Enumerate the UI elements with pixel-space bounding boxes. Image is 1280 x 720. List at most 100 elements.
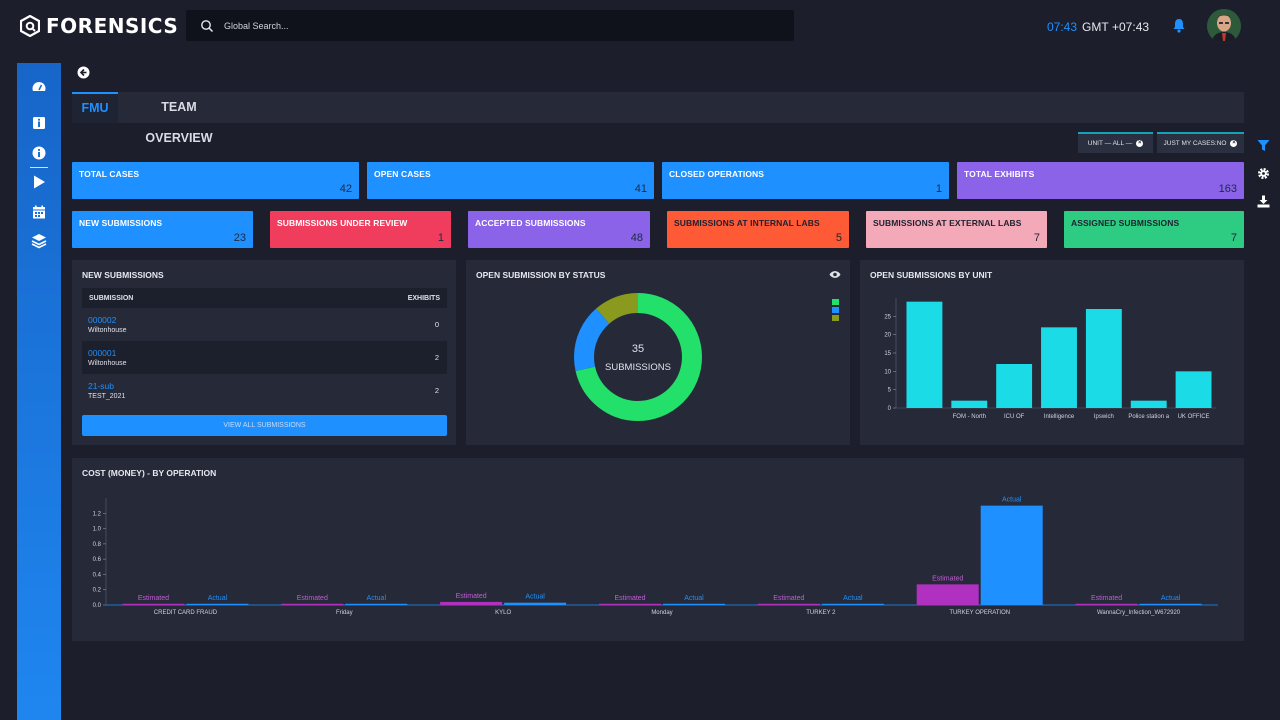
stat-label: SUBMISSIONS AT EXTERNAL LABS xyxy=(873,218,1022,228)
cost-bar-estimated[interactable] xyxy=(440,601,503,605)
bar-data-label: Actual xyxy=(208,595,228,602)
cost-bar-estimated[interactable] xyxy=(1075,603,1138,605)
sidebar-separator xyxy=(30,167,48,168)
bar-data-label: Estimated xyxy=(932,575,963,582)
unit-bar[interactable] xyxy=(1085,309,1122,408)
user-avatar[interactable] xyxy=(1207,9,1241,43)
stat-total-exhibits[interactable]: TOTAL EXHIBITS 163 xyxy=(957,162,1244,199)
notification-bell-icon[interactable] xyxy=(1172,18,1186,33)
submission-exhibits: 2 xyxy=(434,353,439,362)
global-search[interactable] xyxy=(186,10,794,41)
unit-bar[interactable] xyxy=(996,364,1033,408)
donut-slice-olive[interactable] xyxy=(574,293,702,421)
bar-data-label: Estimated xyxy=(297,595,328,602)
cost-bar-estimated[interactable] xyxy=(757,603,820,605)
cost-bar-actual[interactable] xyxy=(186,603,249,605)
sidebar xyxy=(17,63,61,720)
cost-bar-actual[interactable] xyxy=(504,602,567,605)
bar-data-label: Estimated xyxy=(456,593,487,600)
view-all-submissions-button[interactable]: VIEW ALL SUBMISSIONS xyxy=(82,415,447,436)
table-row[interactable]: 000002 Wiltonhouse 0 xyxy=(82,308,447,341)
stat-total-cases[interactable]: TOTAL CASES 42 xyxy=(72,162,359,199)
cost-bar-actual[interactable] xyxy=(821,603,884,605)
submission-exhibits: 0 xyxy=(434,320,439,329)
stat-accepted-submissions[interactable]: ACCEPTED SUBMISSIONS 48 xyxy=(468,211,650,248)
stat-new-submissions[interactable]: NEW SUBMISSIONS 23 xyxy=(72,211,253,248)
x-tick-label: Police station a xyxy=(1128,414,1169,420)
clock-timezone: GMT xyxy=(1082,20,1109,34)
donut-slice-blue[interactable] xyxy=(574,293,702,421)
submission-id-link[interactable]: 21-sub xyxy=(88,381,114,391)
settings-gear-icon[interactable] xyxy=(1257,167,1270,180)
donut-center-label: SUBMISSIONS xyxy=(605,362,671,373)
y-tick-label: 0.6 xyxy=(93,557,102,563)
layers-icon[interactable] xyxy=(31,233,47,249)
stat-submissions-external-labs[interactable]: SUBMISSIONS AT EXTERNAL LABS 7 xyxy=(866,211,1047,248)
play-icon[interactable] xyxy=(31,174,47,190)
eye-icon[interactable] xyxy=(829,270,841,279)
stat-submissions-under-review[interactable]: SUBMISSIONS UNDER REVIEW 1 xyxy=(270,211,451,248)
open-by-status-panel: OPEN SUBMISSION BY STATUS 35 SUBMISSIONS xyxy=(466,260,850,445)
info-circle-icon[interactable] xyxy=(31,145,47,161)
table-row[interactable]: 000001 Wiltonhouse 2 xyxy=(82,341,447,374)
stat-value: 1 xyxy=(935,183,942,195)
unit-bar[interactable] xyxy=(951,400,988,408)
unit-bar[interactable] xyxy=(1175,371,1212,408)
clear-my-cases-filter-icon[interactable]: × xyxy=(1230,140,1238,147)
x-tick-label: WannaCry_Infection_W672920 xyxy=(1097,610,1181,616)
cost-bar-estimated[interactable] xyxy=(122,603,185,605)
stat-value: 7 xyxy=(1230,232,1237,244)
unit-filter-label: UNIT — ALL — xyxy=(1087,140,1133,147)
stat-assigned-submissions[interactable]: ASSIGNED SUBMISSIONS 7 xyxy=(1064,211,1244,248)
y-tick-label: 0 xyxy=(888,406,892,412)
unit-bar[interactable] xyxy=(1130,400,1167,408)
bar-data-label: Estimated xyxy=(138,595,169,602)
stat-closed-operations[interactable]: CLOSED OPERATIONS 1 xyxy=(662,162,949,199)
search-input[interactable] xyxy=(224,20,784,31)
download-icon[interactable] xyxy=(1257,195,1270,208)
stat-submissions-internal-labs[interactable]: SUBMISSIONS AT INTERNAL LABS 5 xyxy=(667,211,849,248)
submission-id-link[interactable]: 000001 xyxy=(88,348,117,358)
submission-id-link[interactable]: 000002 xyxy=(88,315,117,325)
cost-bar-estimated[interactable] xyxy=(281,603,344,605)
stat-value: 1 xyxy=(437,232,444,244)
info-card-icon[interactable] xyxy=(31,115,47,131)
calendar-icon[interactable] xyxy=(31,204,47,220)
cost-bar-actual[interactable] xyxy=(663,603,725,605)
panel-title: OPEN SUBMISSION BY STATUS xyxy=(476,270,606,280)
column-submission: SUBMISSION xyxy=(89,294,134,302)
clock-time: 07:43 xyxy=(1047,20,1078,34)
cost-bar-actual[interactable] xyxy=(345,603,408,605)
tab-fmu[interactable]: FMU xyxy=(72,92,118,123)
cost-bar-actual[interactable] xyxy=(1139,603,1202,605)
cost-bar-estimated[interactable] xyxy=(916,584,979,605)
stat-value: 5 xyxy=(835,232,842,244)
status-donut-chart: 35 SUBMISSIONS xyxy=(574,293,839,421)
table-row[interactable]: 21-sub TEST_2021 2 xyxy=(82,374,447,407)
legend-swatch-olive xyxy=(832,315,839,321)
back-arrow-icon[interactable] xyxy=(77,66,90,79)
submission-location: Wiltonhouse xyxy=(88,327,127,334)
top-bar: FORENSICS 07:43 GMT +07:43 xyxy=(0,0,1280,52)
my-cases-filter-chip[interactable]: JUST MY CASES:NO × xyxy=(1157,132,1244,153)
submission-location: TEST_2021 xyxy=(88,393,126,400)
tab-bar: FMU TEAM OVERVIEW xyxy=(72,92,1244,145)
tab-team-overview[interactable]: TEAM OVERVIEW xyxy=(145,100,213,145)
stat-open-cases[interactable]: OPEN CASES 41 xyxy=(367,162,654,199)
cost-bar-estimated[interactable] xyxy=(599,603,661,605)
unit-bar[interactable] xyxy=(906,301,943,408)
clock-offset: +07:43 xyxy=(1112,20,1150,34)
unit-bar[interactable] xyxy=(1041,327,1077,408)
filter-funnel-icon[interactable] xyxy=(1257,139,1270,152)
dashboard-gauge-icon[interactable] xyxy=(31,79,47,95)
y-tick-label: 1.0 xyxy=(93,527,102,533)
clear-unit-filter-icon[interactable]: × xyxy=(1136,140,1144,147)
stat-label: ACCEPTED SUBMISSIONS xyxy=(475,218,586,228)
y-tick-label: 0.2 xyxy=(93,588,102,594)
cost-bar-actual[interactable] xyxy=(980,505,1043,605)
unit-filter-chip[interactable]: UNIT — ALL — × xyxy=(1078,132,1153,153)
brand[interactable]: FORENSICS xyxy=(20,14,178,38)
x-tick-label: TURKEY OPERATION xyxy=(949,610,1010,616)
x-tick-label: Monday xyxy=(651,610,672,616)
x-tick-label: Ipswich xyxy=(1094,414,1114,420)
